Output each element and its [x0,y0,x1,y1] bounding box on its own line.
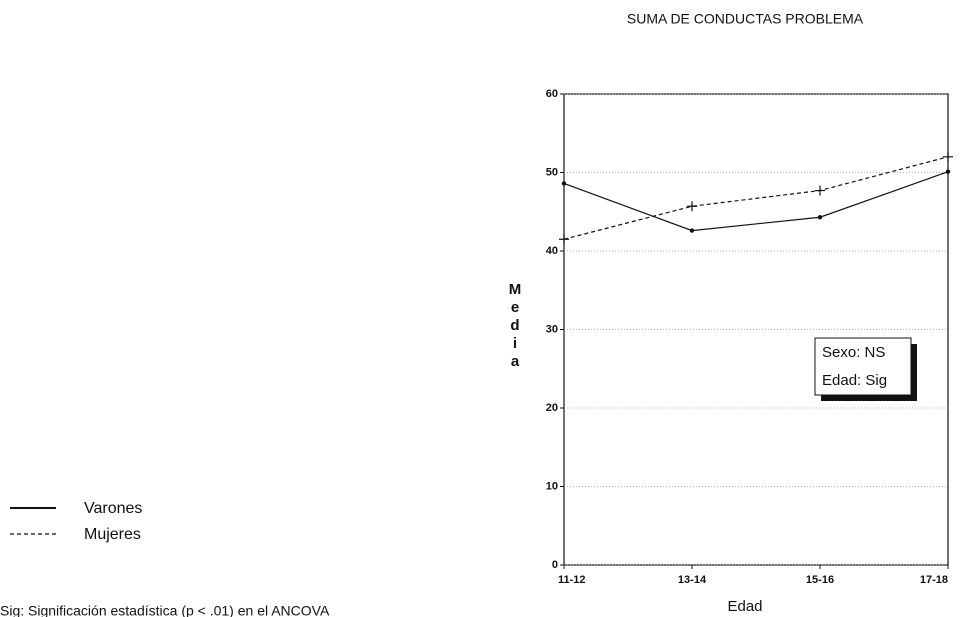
legend-label: Varones [84,500,142,517]
series-line [563,156,949,240]
point [687,201,697,212]
annotation: Edad: Sig [822,372,887,389]
annotation-box [814,337,912,396]
y-tick-label: 60 [546,88,558,100]
x-tick-label: 13-14 [678,574,707,586]
y-tick-label: 50 [546,166,558,178]
point [559,234,569,245]
x-tick-label: 17-18 [920,574,948,586]
y-tick-label: 40 [546,245,558,257]
x-axis-label: Edad [727,598,762,615]
legend-label: Mujeres [84,526,141,543]
y-tick-label: 0 [552,559,558,571]
point [817,215,823,220]
point [689,228,695,233]
x-tick-label: 11-12 [558,574,586,586]
chart-title: SUMA DE CONDUCTAS PROBLEMA [627,11,864,27]
point [945,169,951,174]
y-tick-label: 30 [546,323,558,335]
y-tick-label: 20 [546,402,558,414]
y-tick-label: 10 [546,480,558,492]
point [561,181,567,186]
point [943,151,953,162]
note: Sig: Significación estadística (p < .01)… [0,603,330,617]
annotation: Sexo: NS [822,344,885,361]
series-line [563,171,949,232]
point [815,185,825,196]
x-tick-label: 15-16 [806,574,834,586]
